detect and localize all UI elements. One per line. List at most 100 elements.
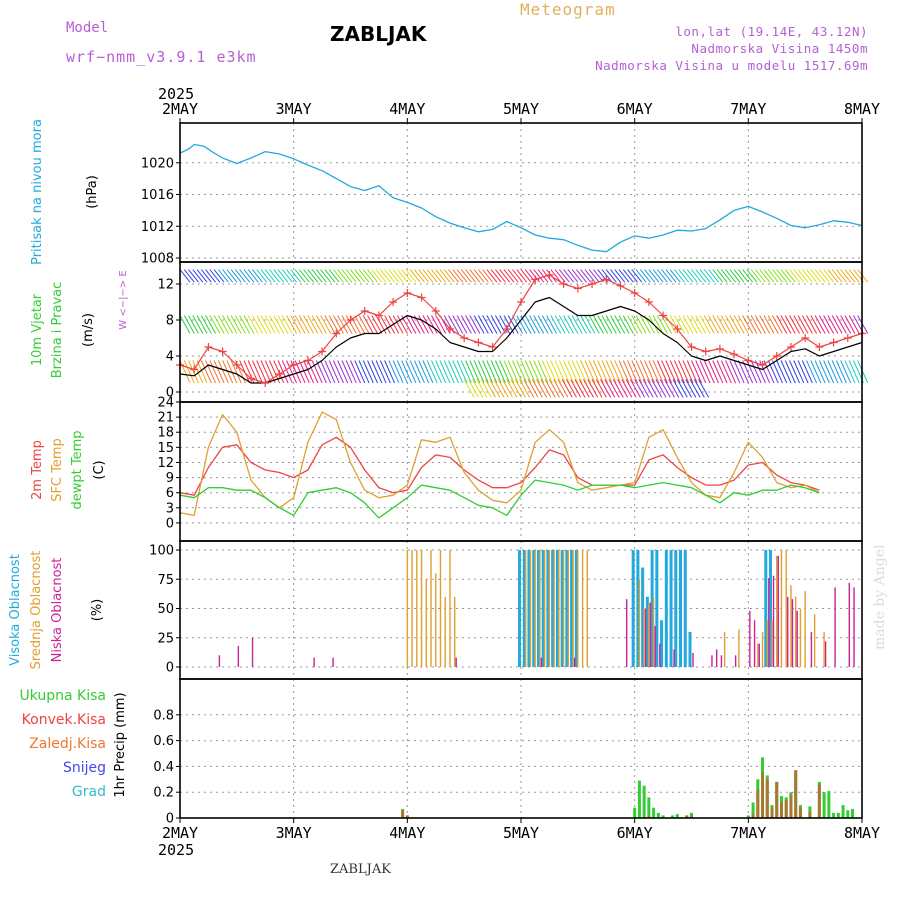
wind-barb — [200, 360, 212, 384]
model-name: wrf−nmm_v3.9.1 e3km — [66, 48, 257, 66]
wind-barb — [188, 315, 199, 334]
precip-total-bar — [827, 790, 831, 818]
wind-barb — [772, 360, 783, 384]
wind-barb — [553, 379, 565, 398]
y-tick-label: 1008 — [141, 252, 174, 267]
wind-barb — [642, 379, 654, 398]
wind-barb — [733, 269, 745, 283]
wind-barb — [801, 315, 813, 334]
wind-barb — [600, 379, 612, 398]
wind-barb — [209, 360, 221, 384]
wind-barb — [328, 269, 340, 283]
wind-barb — [635, 360, 647, 384]
wind-barb — [631, 360, 643, 384]
wind-barb — [550, 315, 562, 334]
wind-barb — [473, 269, 485, 283]
wind-gust-marker — [232, 361, 241, 369]
wind-barb — [460, 360, 472, 384]
wind-barb — [463, 379, 475, 398]
wind-barb — [222, 315, 234, 334]
wind-barb — [814, 269, 826, 283]
wind-barb — [392, 269, 404, 283]
wind-barb — [315, 360, 327, 384]
precip-convective-bar — [751, 814, 755, 818]
precip-total-bar — [751, 802, 755, 818]
wind-barb — [720, 360, 732, 384]
wind-barb — [593, 269, 604, 283]
wind-barb — [759, 269, 771, 283]
wind-barb — [797, 360, 809, 384]
cloud-high-bar — [664, 550, 668, 667]
wind-gust-marker — [190, 365, 199, 374]
wind-barb — [566, 379, 577, 398]
cloud-high-bar — [650, 550, 654, 667]
wind-barb — [341, 315, 353, 334]
wind-barb — [593, 360, 604, 384]
wind-gust-marker — [502, 325, 511, 333]
wind-barb — [695, 315, 707, 334]
y-tick-label: 1012 — [141, 220, 174, 235]
wind-gust-marker — [303, 356, 312, 365]
cloud-high-bar — [574, 550, 578, 667]
wind-barb — [541, 315, 553, 334]
wind-gust-marker — [360, 307, 369, 315]
wind-barb — [524, 360, 536, 384]
wind-barb — [354, 269, 366, 283]
wind-barb — [644, 269, 656, 283]
cloud-high-bar — [536, 550, 540, 667]
wind-barb — [554, 360, 566, 384]
wind-barb — [337, 269, 349, 283]
wind-barb — [720, 315, 732, 334]
wind-barb — [439, 269, 451, 283]
wind-barb — [533, 315, 545, 334]
wind-barb — [797, 315, 809, 334]
wind-barb — [350, 269, 361, 283]
wind-barb — [685, 379, 697, 398]
wind-barb — [536, 379, 548, 398]
wind-barb — [699, 269, 711, 283]
wind-barb — [793, 360, 805, 384]
wind-barb — [733, 360, 745, 384]
wind-barb — [375, 315, 387, 334]
y-tick-label: 8 — [166, 314, 174, 329]
wind-barb — [179, 269, 191, 283]
precip-total-bar — [656, 812, 660, 818]
wind-barb — [247, 315, 259, 334]
temp-sfc-line — [179, 411, 820, 517]
wind-barb — [435, 315, 447, 334]
y-tick-label: 1016 — [141, 188, 174, 203]
wind-barb — [544, 379, 556, 398]
wind-barb — [226, 360, 238, 384]
cloud-unit: (%) — [90, 599, 105, 622]
wind-barb — [584, 360, 596, 384]
wind-barb — [698, 379, 710, 398]
wind-barb — [290, 360, 302, 384]
wind-barb — [290, 315, 302, 334]
wind-barb — [456, 269, 468, 283]
wind-barb — [716, 269, 728, 283]
wind-barb — [320, 269, 332, 283]
wind-barb — [315, 315, 327, 334]
wind-barb — [473, 315, 485, 334]
wind-barb — [608, 379, 620, 398]
wind-barb — [767, 269, 779, 283]
wind-barb — [575, 360, 587, 384]
wind-barb — [733, 315, 745, 334]
wind-barb — [362, 269, 374, 283]
wind-barb — [627, 269, 638, 283]
wind-barb — [480, 379, 492, 398]
wind-barb — [639, 360, 651, 384]
cloud-high-bar — [555, 550, 559, 667]
wind-barb — [490, 315, 502, 334]
wind-barb — [674, 269, 685, 283]
wind-barb — [465, 315, 477, 334]
wind-barb — [558, 360, 570, 384]
wind-barb — [665, 315, 677, 334]
wind-barb — [456, 360, 468, 384]
cloud-high-bar — [683, 550, 687, 667]
wind-barb — [588, 360, 600, 384]
y-tick-label: 0 — [166, 516, 174, 531]
wind-gust-marker — [332, 329, 341, 338]
wind-barb — [793, 315, 805, 334]
precip-convective-bar — [405, 815, 409, 818]
